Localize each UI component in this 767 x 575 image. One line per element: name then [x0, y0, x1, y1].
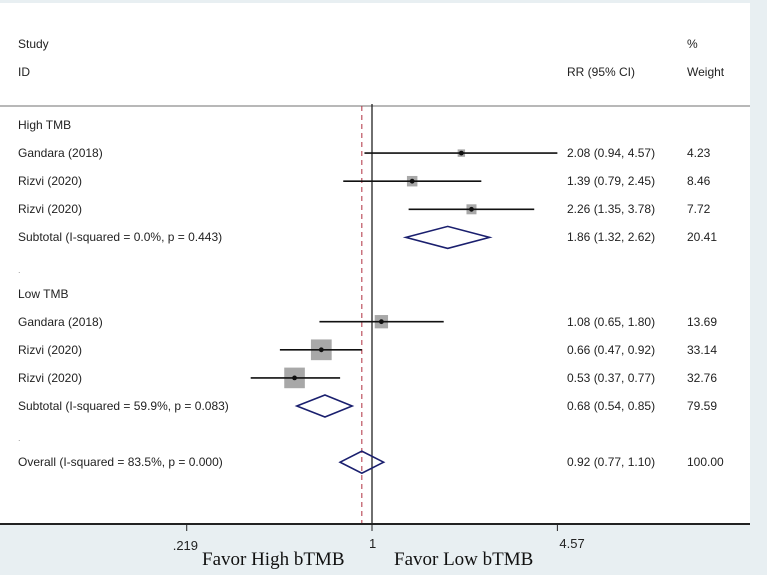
study-label: Gandara (2018) [18, 314, 103, 329]
group-label: High TMB [18, 118, 72, 132]
effect-ci-value: 0.68 (0.54, 0.85) [567, 399, 656, 413]
favor-right-label: Favor Low bTMB [394, 549, 534, 570]
forest-plot-panel: Study ID RR (95% CI) % Weight High TMB Ga… [0, 3, 750, 523]
x-tick-label-null: 1 [369, 536, 377, 551]
weight-value: 79.59 [687, 399, 718, 413]
point-estimate-dot [469, 206, 474, 212]
favor-left-label: Favor High bTMB [202, 549, 345, 570]
point-estimate-dot [292, 375, 297, 381]
weight-value: 8.46 [687, 174, 711, 189]
effect-ci-value: 0.53 (0.37, 0.77) [567, 370, 656, 385]
x-axis-line [0, 523, 750, 525]
x-tick-label-low: .219 [172, 538, 199, 553]
study-label: Rizvi (2020) [18, 202, 83, 217]
weight-value: 4.23 [687, 146, 711, 161]
effect-ci-value: 1.08 (0.65, 1.80) [567, 314, 656, 329]
header-weight-pct-label: % [687, 37, 698, 51]
study-label: Rizvi (2020) [18, 370, 83, 385]
weight-value: 7.72 [687, 202, 711, 217]
effect-ci-value: 1.86 (1.32, 2.62) [567, 230, 656, 245]
weight-value: 13.69 [687, 314, 718, 329]
study-label: Rizvi (2020) [18, 342, 83, 357]
subtotal-diamond [294, 394, 355, 418]
study-label: Rizvi (2020) [18, 174, 83, 189]
effect-ci-value: 1.39 (0.79, 2.45) [567, 174, 656, 189]
header-effect-label: RR (95% CI) [567, 65, 636, 79]
weight-value: 33.14 [687, 342, 718, 357]
study-label: Gandara (2018) [18, 146, 103, 161]
header-study-label: Study [18, 37, 49, 51]
point-estimate-dot [378, 319, 384, 325]
spacer-dot: . [18, 264, 21, 275]
group-label: Low TMB [18, 286, 69, 301]
effect-ci-value: 2.26 (1.35, 3.78) [567, 202, 656, 217]
effect-ci-value: 0.66 (0.47, 0.92) [567, 342, 656, 357]
point-estimate-dot [318, 347, 324, 353]
header-id-label: ID [18, 65, 30, 79]
effect-ci-value: 2.08 (0.94, 4.57) [567, 146, 656, 161]
overall-diamond [338, 450, 386, 475]
effect-ci-value: 0.92 (0.77, 1.10) [567, 455, 656, 470]
subtotal-diamond [402, 225, 493, 250]
x-tick-label-high: 4.57 [559, 536, 585, 551]
subtotal-label: Subtotal (I-squared = 59.9%, p = 0.083) [18, 399, 229, 413]
weight-value: 100.00 [687, 455, 724, 470]
point-estimate-dot [458, 150, 464, 156]
point-estimate-dot [409, 178, 415, 184]
spacer-dot: . [18, 433, 21, 444]
weight-value: 20.41 [687, 230, 718, 245]
overall-label: Overall (I-squared = 83.5%, p = 0.000) [18, 455, 223, 470]
weight-value: 32.76 [687, 370, 718, 385]
header-weight-label: Weight [687, 65, 725, 79]
subtotal-label: Subtotal (I-squared = 0.0%, p = 0.443) [18, 230, 223, 245]
header-divider [0, 105, 750, 107]
